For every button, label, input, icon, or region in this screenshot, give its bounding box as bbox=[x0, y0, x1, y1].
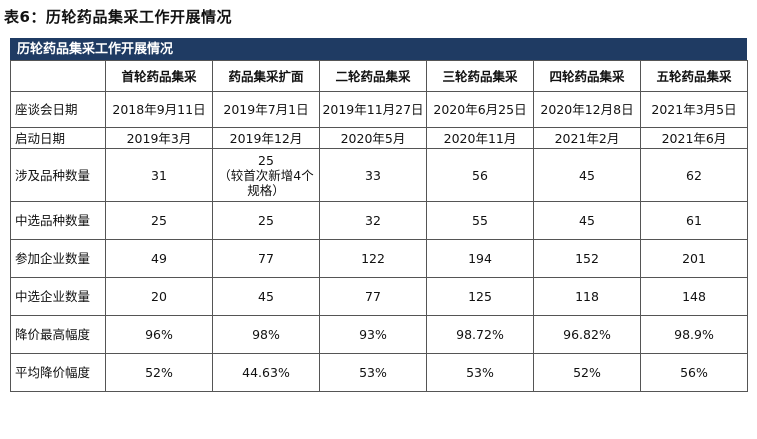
row-label: 启动日期 bbox=[10, 127, 106, 149]
table-cell-with-note: 25 （较首次新增4个规格） bbox=[212, 148, 320, 202]
table-cell: 44.63% bbox=[212, 353, 320, 392]
table-cell: 96.82% bbox=[533, 315, 641, 354]
table-cell: 32 bbox=[319, 201, 427, 240]
table-row: 平均降价幅度 52% 44.63% 53% 53% 52% 56% bbox=[10, 353, 748, 392]
header-cell: 首轮药品集采 bbox=[105, 60, 213, 92]
table-cell: 77 bbox=[212, 239, 320, 278]
table-cell: 122 bbox=[319, 239, 427, 278]
header-corner bbox=[10, 60, 106, 92]
table-cell: 148 bbox=[640, 277, 748, 316]
table-cell: 56% bbox=[640, 353, 748, 392]
table-cell: 98.72% bbox=[426, 315, 534, 354]
table-cell: 25 bbox=[105, 201, 213, 240]
table-cell: 2021年2月 bbox=[533, 127, 641, 149]
table-cell: 52% bbox=[105, 353, 213, 392]
table-cell: 194 bbox=[426, 239, 534, 278]
table-cell: 45 bbox=[533, 201, 641, 240]
cell-value: 25 bbox=[258, 152, 274, 168]
table-cell: 98% bbox=[212, 315, 320, 354]
header-cell: 四轮药品集采 bbox=[533, 60, 641, 92]
table-cell: 2019年11月27日 bbox=[319, 91, 427, 128]
table-cell: 56 bbox=[426, 148, 534, 202]
table-cell: 20 bbox=[105, 277, 213, 316]
table-cell: 2021年3月5日 bbox=[640, 91, 748, 128]
header-cell: 五轮药品集采 bbox=[640, 60, 748, 92]
row-label: 中选品种数量 bbox=[10, 201, 106, 240]
table-cell: 49 bbox=[105, 239, 213, 278]
table-row: 涉及品种数量 31 25 （较首次新增4个规格） 33 56 45 62 bbox=[10, 148, 748, 202]
table-cell: 201 bbox=[640, 239, 748, 278]
table-cell: 33 bbox=[319, 148, 427, 202]
table-cell: 152 bbox=[533, 239, 641, 278]
table-cell: 45 bbox=[533, 148, 641, 202]
table-row: 中选企业数量 20 45 77 125 118 148 bbox=[10, 277, 748, 316]
header-cell: 二轮药品集采 bbox=[319, 60, 427, 92]
data-table: 首轮药品集采 药品集采扩面 二轮药品集采 三轮药品集采 四轮药品集采 五轮药品集… bbox=[10, 60, 748, 392]
table-cell: 2019年3月 bbox=[105, 127, 213, 149]
table-row: 启动日期 2019年3月 2019年12月 2020年5月 2020年11月 2… bbox=[10, 127, 748, 149]
table-cell: 52% bbox=[533, 353, 641, 392]
table-cell: 77 bbox=[319, 277, 427, 316]
table-cell: 61 bbox=[640, 201, 748, 240]
table-row: 参加企业数量 49 77 122 194 152 201 bbox=[10, 239, 748, 278]
row-label: 座谈会日期 bbox=[10, 91, 106, 128]
table-cell: 62 bbox=[640, 148, 748, 202]
table-cell: 53% bbox=[426, 353, 534, 392]
table-cell: 31 bbox=[105, 148, 213, 202]
table-cell: 45 bbox=[212, 277, 320, 316]
table-cell: 2020年6月25日 bbox=[426, 91, 534, 128]
table-cell: 2020年5月 bbox=[319, 127, 427, 149]
table-cell: 125 bbox=[426, 277, 534, 316]
table-row: 座谈会日期 2018年9月11日 2019年7月1日 2019年11月27日 2… bbox=[10, 91, 748, 128]
table-cell: 98.9% bbox=[640, 315, 748, 354]
row-label: 降价最高幅度 bbox=[10, 315, 106, 354]
table-row: 降价最高幅度 96% 98% 93% 98.72% 96.82% 98.9% bbox=[10, 315, 748, 354]
table-cell: 25 bbox=[212, 201, 320, 240]
table-cell: 55 bbox=[426, 201, 534, 240]
header-row: 首轮药品集采 药品集采扩面 二轮药品集采 三轮药品集采 四轮药品集采 五轮药品集… bbox=[10, 60, 748, 92]
table-cell: 2019年7月1日 bbox=[212, 91, 320, 128]
table-cell: 53% bbox=[319, 353, 427, 392]
table-caption: 表6：历轮药品集采工作开展情况 bbox=[4, 8, 232, 26]
table-cell: 96% bbox=[105, 315, 213, 354]
table-cell: 2019年12月 bbox=[212, 127, 320, 149]
table-row: 中选品种数量 25 25 32 55 45 61 bbox=[10, 201, 748, 240]
row-label: 参加企业数量 bbox=[10, 239, 106, 278]
cell-note: （较首次新增4个规格） bbox=[218, 167, 314, 198]
row-label: 涉及品种数量 bbox=[10, 148, 106, 202]
header-cell: 药品集采扩面 bbox=[212, 60, 320, 92]
table-cell: 93% bbox=[319, 315, 427, 354]
data-table-container: 历轮药品集采工作开展情况 首轮药品集采 药品集采扩面 二轮药品集采 三轮药品集采… bbox=[10, 38, 748, 392]
row-label: 平均降价幅度 bbox=[10, 353, 106, 392]
table-cell: 2020年12月8日 bbox=[533, 91, 641, 128]
row-label: 中选企业数量 bbox=[10, 277, 106, 316]
table-cell: 2020年11月 bbox=[426, 127, 534, 149]
table-title-band: 历轮药品集采工作开展情况 bbox=[10, 38, 747, 60]
table-cell: 2021年6月 bbox=[640, 127, 748, 149]
header-cell: 三轮药品集采 bbox=[426, 60, 534, 92]
table-cell: 118 bbox=[533, 277, 641, 316]
table-cell: 2018年9月11日 bbox=[105, 91, 213, 128]
